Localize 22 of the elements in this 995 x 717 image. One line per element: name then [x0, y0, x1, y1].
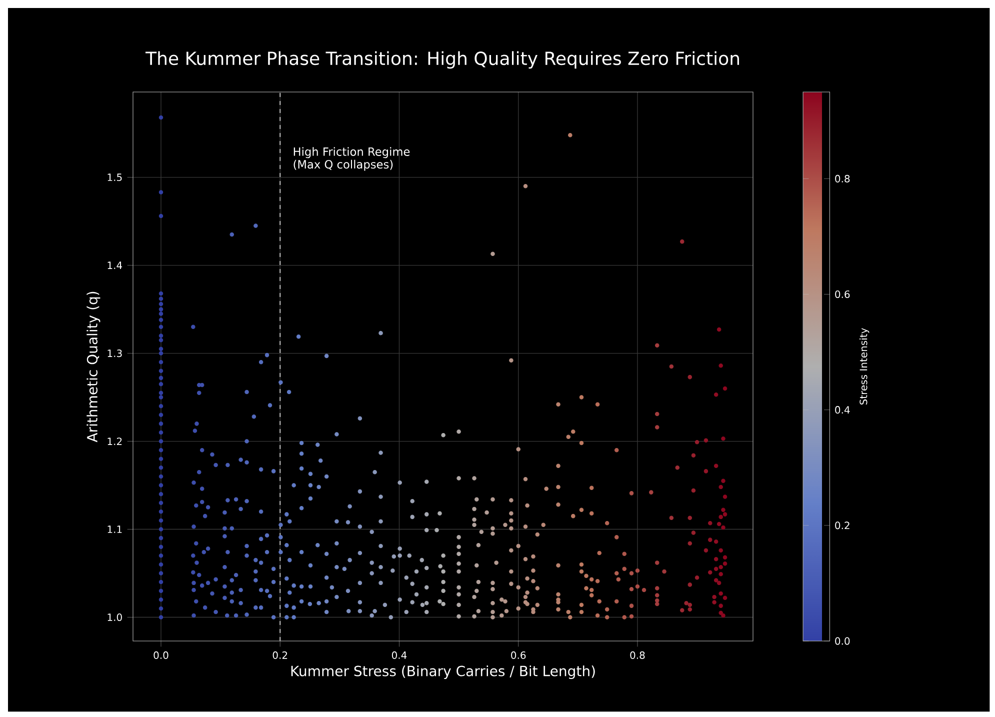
color-bar-label: 0.2	[835, 522, 850, 530]
y-tick-label: 1.1	[108, 526, 122, 533]
x-tick-label: 0.4	[392, 651, 407, 659]
x-tick-label: 0.6	[511, 651, 526, 659]
color-bar-label: 0.8	[835, 174, 850, 182]
color-bar-label: 0.0	[835, 637, 850, 645]
y-tick-label: 1.2	[108, 438, 122, 445]
y-tick-label: 1.5	[108, 174, 122, 182]
x-axis-title: Kummer Stress (Binary Carries / Bit Length)	[291, 665, 595, 679]
chart-title: The Kummer Phase Transition: High Quality Requires Zero Friction	[146, 51, 739, 69]
x-tick-label: 0.0	[154, 651, 168, 659]
color-bar-label: 0.6	[835, 290, 850, 298]
annotation: High Friction Regime	[294, 147, 410, 158]
y-axis-title: Arithmetic Quality (q)	[86, 292, 100, 442]
color-bar-title: Stress Intensity	[860, 328, 870, 405]
y-tick-label: 1.4	[108, 262, 122, 269]
x-tick-label: 0.8	[630, 651, 645, 659]
x-tick-label: 0.2	[272, 651, 288, 659]
annotation: (Max Q collapses)	[294, 160, 393, 171]
y-tick-label: 1.3	[108, 350, 122, 358]
y-tick-label: 1.0	[108, 613, 122, 622]
color-bar-label: 0.4	[835, 406, 850, 414]
